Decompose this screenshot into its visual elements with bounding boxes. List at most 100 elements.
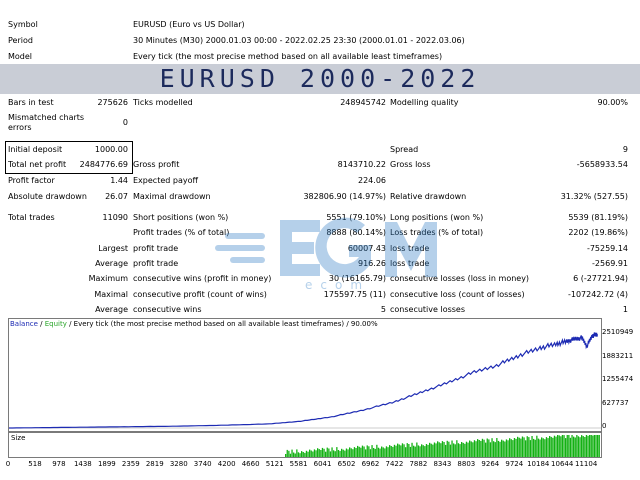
largest-label: Largest (98, 244, 128, 253)
deposit-highlight-box (5, 141, 133, 174)
size-bar (477, 439, 479, 457)
size-bar (334, 451, 336, 457)
x-tick-label: 4200 (217, 460, 236, 468)
deposit-label: Initial deposit (8, 145, 63, 154)
x-tick-label: 978 (52, 460, 66, 468)
cons-profit-value: 175597.75 (11) (323, 290, 386, 299)
size-bar (451, 440, 453, 457)
size-bar (321, 447, 324, 457)
avg-cons-label: Average (95, 305, 128, 314)
size-bar (414, 446, 416, 457)
size-bar (493, 441, 495, 457)
x-tick-label: 3280 (169, 460, 188, 468)
size-bar (443, 442, 445, 457)
size-bar (341, 448, 343, 457)
period-value: 30 Minutes (M30) 2000.01.03 00:00 - 2022… (133, 36, 465, 45)
size-bar (557, 435, 559, 457)
size-bar (485, 442, 487, 457)
size-bar (293, 452, 295, 457)
size-bar (518, 437, 520, 457)
size-bar (478, 440, 480, 457)
balance-chart-plot (9, 332, 601, 429)
size-bar (489, 442, 492, 457)
size-plot (285, 435, 600, 457)
size-bar (365, 449, 367, 457)
y-tick-label: 1883211 (602, 351, 634, 360)
size-bar (541, 437, 543, 457)
profit-factor-value: 1.44 (110, 176, 128, 185)
balance-line (9, 332, 598, 429)
size-bar (560, 436, 562, 457)
size-bar (304, 452, 306, 457)
y-tick-label: 1255474 (602, 375, 634, 384)
size-bar (542, 438, 544, 457)
size-bar (416, 442, 418, 457)
size-bar (585, 435, 588, 457)
profit-trades-label: Profit trades (% of total) (133, 228, 230, 237)
size-bar (390, 446, 392, 457)
size-bar (499, 441, 501, 457)
size-bar (456, 440, 458, 457)
size-bar (531, 436, 533, 457)
size-bar (561, 435, 564, 457)
maximum-label: Maximum (88, 274, 128, 283)
size-bar (405, 447, 407, 457)
size-bar (446, 440, 448, 457)
size-bar (579, 437, 581, 457)
x-tick-label: 5121 (265, 460, 284, 468)
avg-cons-wins-label: consecutive wins (133, 305, 202, 314)
size-bar (464, 443, 466, 457)
size-bar (413, 445, 415, 457)
cons-profit-label: consecutive profit (count of wins) (133, 290, 267, 299)
size-bar (438, 442, 440, 457)
ticks-value: 248945742 (340, 98, 386, 107)
loss-trades-value: 2202 (19.86%) (568, 228, 628, 237)
x-tick-label: 10184 (527, 460, 550, 468)
size-bar (326, 447, 328, 457)
largest-loss-label: loss trade (390, 244, 429, 253)
avg-cons-losses-label: consecutive losses (390, 305, 466, 314)
size-bar (568, 435, 570, 457)
size-bar (352, 449, 354, 457)
average-profit-label: profit trade (133, 259, 179, 268)
size-bar (595, 435, 597, 457)
size-bar (563, 435, 565, 457)
symbol-value: EURUSD (Euro vs US Dollar) (133, 20, 245, 29)
size-bar (296, 449, 298, 457)
size-bar (480, 440, 482, 457)
x-tick-label: 2359 (121, 460, 140, 468)
size-bar (397, 443, 399, 457)
size-label: Size (11, 434, 26, 442)
size-bar (430, 443, 432, 457)
size-bar (549, 436, 551, 457)
size-bar (584, 437, 586, 457)
size-bar (465, 441, 468, 457)
banner-title: EURUSD 2000-2022 (159, 64, 481, 93)
size-bar (355, 448, 357, 457)
total-trades-label: Total trades (8, 213, 55, 222)
size-bar (571, 435, 573, 457)
model-value: Every tick (the most precise method base… (133, 52, 443, 61)
size-bar (417, 445, 420, 457)
legend-balance: Balance (10, 320, 38, 328)
size-bar (320, 450, 322, 457)
size-bar (486, 438, 488, 457)
size-bar (581, 435, 583, 457)
y-tick-label: 0 (602, 422, 607, 430)
size-bar (545, 437, 548, 457)
size-bar (358, 446, 360, 457)
size-bar (505, 439, 508, 457)
size-bar (297, 452, 300, 457)
size-bar (310, 450, 312, 457)
size-bar (328, 448, 330, 457)
long-positions-value: 5539 (81.19%) (568, 213, 628, 222)
size-bar (360, 447, 362, 457)
size-bar (544, 439, 546, 457)
chart-legend: Balance / Equity / Every tick (the most … (10, 320, 378, 328)
size-bar (469, 440, 471, 457)
size-bar (593, 435, 596, 457)
average-loss-value: -2569.91 (592, 259, 628, 268)
size-bar (395, 445, 397, 457)
size-bar (369, 449, 372, 457)
deposit-value: 1000.00 (94, 145, 128, 154)
